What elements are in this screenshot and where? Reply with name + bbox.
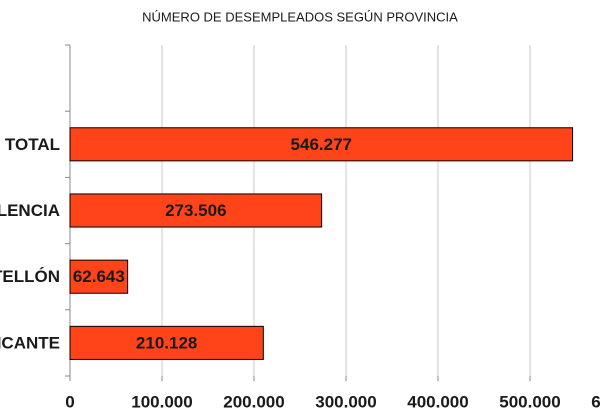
x-tick-label: 100.000 — [131, 392, 192, 411]
chart-title: NÚMERO DE DESEMPLEADOS SEGÚN PROVINCIA — [142, 9, 458, 24]
bar — [69, 193, 323, 228]
value-label: 546.277 — [291, 135, 352, 154]
bar — [69, 325, 264, 360]
x-tick-label: 0 — [65, 392, 74, 411]
x-tick-label: 500.000 — [499, 392, 560, 411]
y-tick-label: TOTAL — [5, 135, 60, 154]
value-label: 62.643 — [73, 267, 125, 286]
x-tick-label: 300.000 — [315, 392, 376, 411]
bar — [69, 259, 129, 294]
x-tick-label: 400.000 — [407, 392, 468, 411]
value-label: 273.506 — [165, 201, 226, 220]
y-tick-label: ALICANTE — [0, 333, 60, 352]
x-tick-label: 600.000 — [591, 392, 600, 411]
x-tick-label: 200.000 — [223, 392, 284, 411]
y-tick-label: VALENCIA — [0, 201, 60, 220]
y-tick-label: CASTELLÓN — [0, 267, 60, 286]
value-label: 210.128 — [136, 333, 197, 352]
bar — [69, 127, 574, 162]
